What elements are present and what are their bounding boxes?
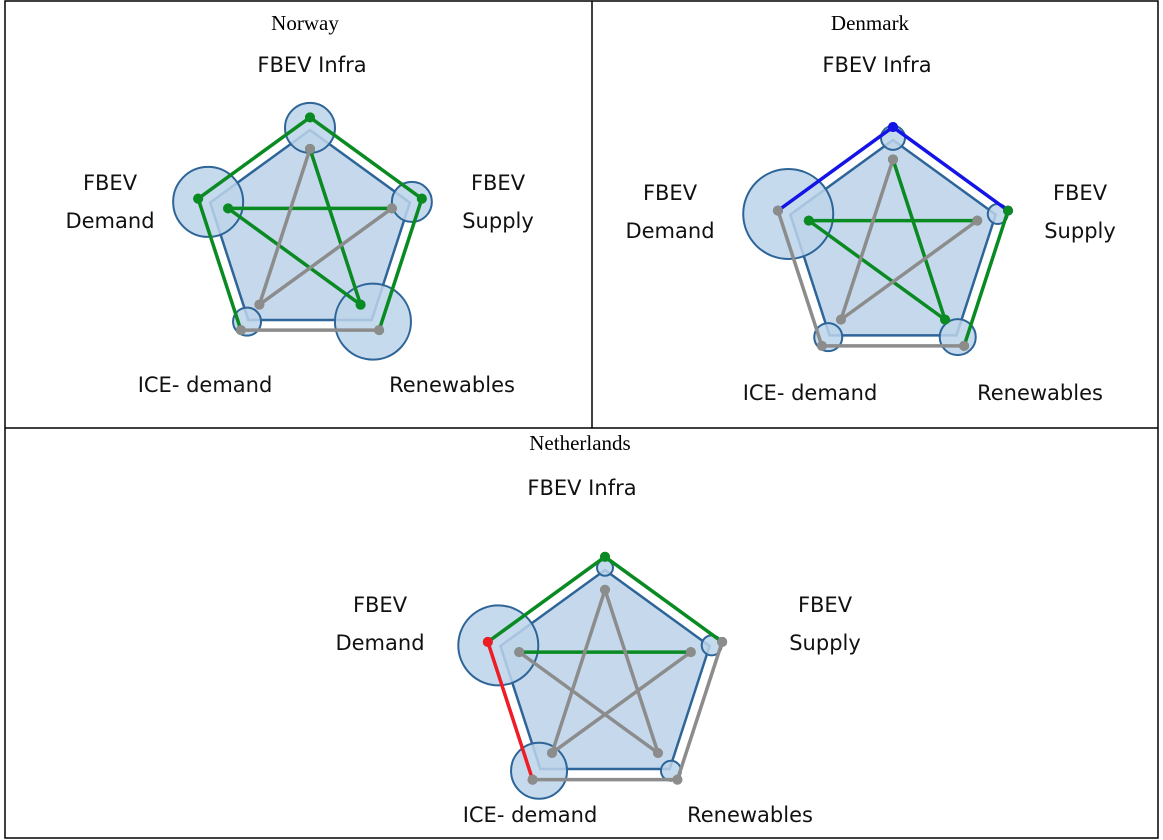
dot [600,551,610,562]
outer-link [308,115,423,201]
node-label: FBEV [1053,181,1108,205]
dot [888,154,898,165]
node-label: Demand [625,219,714,243]
outer-link [377,198,424,331]
dot [888,122,898,133]
node-label: FBEV Infra [257,53,366,77]
node-label: ICE- demand [138,373,273,397]
dot [803,215,814,226]
panel-title: Netherlands [529,431,630,455]
dot [416,193,427,204]
outer-link [891,125,1010,213]
dot [940,314,951,325]
dot [672,774,683,785]
inner-link [550,589,607,754]
dot [193,193,204,204]
outer-link [196,198,243,331]
dot [386,203,397,214]
node-bubble [390,180,433,223]
node-label: FBEV [353,593,408,617]
dot [685,647,696,658]
node-bubble [510,741,569,800]
node-label: Renewables [977,381,1103,405]
inner-link [807,219,947,322]
dot [600,584,610,595]
pentagon [498,568,712,771]
node-label: FBEV [643,181,698,205]
outer-link [776,210,824,347]
dot [546,747,557,758]
outer-link [675,641,724,781]
outer-link [197,115,312,201]
dot [223,203,234,214]
dot [305,112,315,123]
inner-link [257,148,312,306]
dot [254,299,265,310]
node-label: FBEV Infra [822,53,931,77]
node-label: ICE- demand [463,803,598,827]
node-label: ICE- demand [743,381,878,405]
node-label: FBEV [798,593,853,617]
node-label: Supply [462,209,534,233]
dot [527,774,538,785]
node-label: FBEV [471,171,526,195]
panel-title: Norway [271,11,339,35]
dot [816,340,827,351]
dot [835,314,846,325]
node-label: FBEV Infra [527,476,636,500]
node-label: Demand [65,209,154,233]
dot [482,636,493,647]
outer-link [486,555,607,644]
inner-link [550,650,692,755]
node-label: Supply [789,631,861,655]
dot [355,299,366,310]
dot [717,636,728,647]
outer-link [603,555,724,644]
dot [374,325,385,336]
node-label: Renewables [687,803,813,827]
inner-link [603,589,660,754]
node-label: Demand [335,631,424,655]
dot [235,325,246,336]
dot [514,647,525,658]
dot [972,215,983,226]
outer-link [486,641,535,781]
inner-link [258,206,393,307]
dot [959,340,970,351]
dot [653,747,664,758]
inner-link [891,158,947,321]
inner-link [839,158,895,321]
node-bubble [742,167,835,260]
outer-link [962,210,1010,347]
inner-link [308,148,363,306]
dot [1003,205,1014,216]
inner-link [227,206,362,307]
node-label: Renewables [389,373,515,397]
outer-link [776,125,895,213]
inner-link [518,650,660,755]
node-label: Supply [1044,219,1116,243]
table-border [4,0,1159,839]
dot [772,205,783,216]
node-bubble [333,282,412,361]
panel-title: Denmark [831,11,910,35]
node-bubble [457,604,540,687]
node-bubble [172,165,245,238]
dot [305,143,315,154]
inner-link [839,219,979,322]
node-label: FBEV [83,171,138,195]
